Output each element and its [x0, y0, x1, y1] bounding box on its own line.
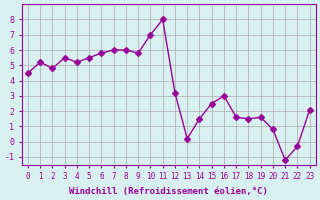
- X-axis label: Windchill (Refroidissement éolien,°C): Windchill (Refroidissement éolien,°C): [69, 187, 268, 196]
